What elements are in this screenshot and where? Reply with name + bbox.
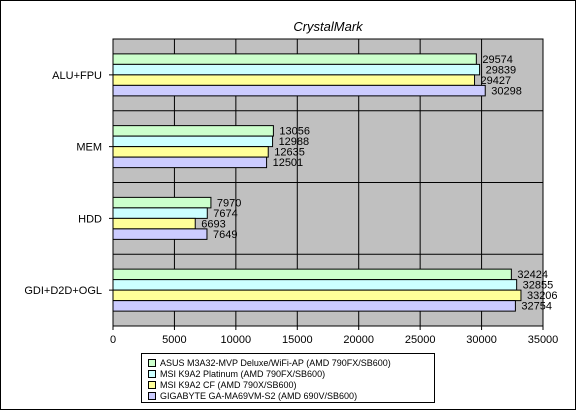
legend-item: MSI K9A2 CF (AMD 790X/SB600)	[148, 379, 297, 390]
x-tick-label: 5000	[162, 334, 186, 346]
bar	[112, 228, 208, 240]
bar-value-label: 29574	[482, 54, 513, 66]
bar-value-label: 12501	[273, 157, 304, 169]
bar-value-label: 7970	[217, 197, 241, 209]
bar-value-label: 12635	[274, 147, 305, 159]
category-label: GDI+D2D+OGL	[24, 285, 102, 297]
bar	[112, 207, 208, 219]
x-tick-label: 0	[110, 334, 116, 346]
category-label: ALU+FPU	[52, 70, 102, 82]
x-tick-label: 35000	[528, 334, 559, 346]
bar-value-label: 32855	[523, 280, 554, 292]
bar-value-label: 32424	[517, 269, 548, 281]
bar-value-label: 12988	[279, 136, 310, 148]
x-tick-label: 30000	[466, 334, 497, 346]
bar-value-label: 33206	[527, 290, 558, 302]
legend-swatch	[148, 380, 156, 389]
legend-label: MSI K9A2 CF (AMD 790X/SB600)	[160, 379, 297, 390]
bar-value-label: 13056	[279, 126, 310, 138]
legend-label: ASUS M3A32-MVP Deluxe/WiFi-AP (AMD 790FX…	[160, 357, 391, 368]
legend-item: MSI K9A2 Platinum (AMD 790FX/SB600)	[148, 368, 325, 379]
chart-title: CrystalMark	[293, 19, 364, 34]
bar	[112, 300, 516, 312]
plot-border	[112, 38, 544, 327]
legend-label: GIGABYTE GA-MA69VM-S2 (AMD 690V/SB600)	[160, 390, 358, 401]
bar-value-label: 32754	[521, 301, 552, 313]
bar	[112, 84, 486, 97]
bar	[112, 279, 518, 291]
legend-item: GIGABYTE GA-MA69VM-S2 (AMD 690V/SB600)	[148, 390, 357, 401]
legend-swatch	[148, 391, 156, 400]
legend: ASUS M3A32-MVP Deluxe/WiFi-AP (AMD 790FX…	[141, 353, 435, 403]
x-tick-label: 15000	[282, 334, 313, 346]
legend-swatch	[148, 358, 156, 367]
bar	[112, 63, 481, 76]
legend-item: ASUS M3A32-MVP Deluxe/WiFi-AP (AMD 790FX…	[148, 357, 391, 368]
bar	[112, 196, 212, 209]
bar	[112, 135, 274, 148]
bar	[112, 146, 269, 158]
bar	[112, 53, 477, 65]
x-tick-label: 10000	[221, 334, 252, 346]
category-label: MEM	[76, 142, 102, 154]
bar-value-label: 7674	[213, 208, 237, 220]
bar	[112, 125, 274, 137]
bar	[112, 74, 476, 86]
x-tick-label: 25000	[405, 334, 436, 346]
bar-value-label: 29839	[486, 64, 517, 76]
bar-value-label: 7649	[213, 229, 237, 241]
legend-label: MSI K9A2 Platinum (AMD 790FX/SB600)	[160, 368, 326, 379]
legend-swatch	[148, 369, 156, 378]
bar	[112, 268, 512, 281]
bar-value-label: 6693	[201, 218, 225, 230]
bar	[112, 289, 522, 302]
bar-value-label: 29427	[481, 75, 512, 87]
bar	[112, 156, 268, 169]
x-tick-label: 20000	[343, 334, 374, 346]
category-label: HDD	[78, 213, 102, 225]
bar	[112, 217, 196, 230]
bar-value-label: 30298	[491, 85, 522, 97]
